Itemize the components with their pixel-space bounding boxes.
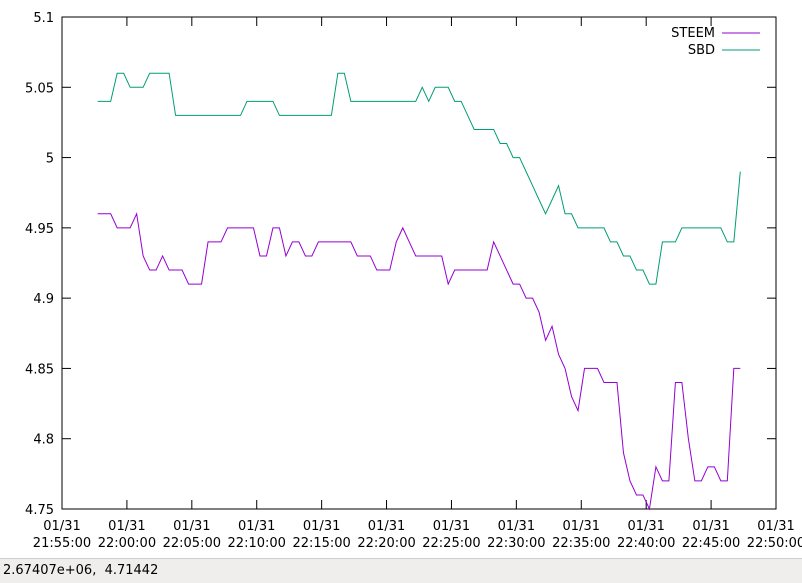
series-line bbox=[97, 72, 741, 285]
x-tick-label-line: 22:45:00 bbox=[682, 536, 740, 551]
y-tick-label: 4.85 bbox=[25, 362, 54, 377]
x-tick-label: 01/31 22:05:00 bbox=[163, 519, 221, 551]
x-tick-label-line: 22:05:00 bbox=[163, 536, 221, 551]
x-tick-label-line: 22:20:00 bbox=[357, 536, 415, 551]
x-tick-label-line: 22:00:00 bbox=[98, 536, 156, 551]
x-tick-label-line: 01/31 bbox=[173, 519, 210, 534]
legend-label: SBD bbox=[688, 43, 715, 58]
x-tick-label-line: 22:40:00 bbox=[617, 536, 675, 551]
y-tick-label: 4.9 bbox=[33, 292, 54, 307]
y-tick-label: 5.1 bbox=[33, 11, 54, 26]
y-tick-label: 4.95 bbox=[25, 222, 54, 237]
x-tick-label-line: 01/31 bbox=[433, 519, 470, 534]
y-tick-label: 5 bbox=[46, 152, 54, 167]
x-tick-label-line: 22:15:00 bbox=[292, 536, 350, 551]
x-tick-label: 01/31 22:10:00 bbox=[228, 519, 286, 551]
x-tick-label: 01/31 22:35:00 bbox=[552, 519, 610, 551]
series-line bbox=[97, 212, 741, 511]
x-tick-label: 01/31 22:00:00 bbox=[98, 519, 156, 551]
x-tick-label: 01/31 22:20:00 bbox=[357, 519, 415, 551]
x-tick-label-line: 01/31 bbox=[238, 519, 275, 534]
x-tick-label-line: 01/31 bbox=[563, 519, 600, 534]
x-tick-label-line: 01/31 bbox=[303, 519, 340, 534]
x-tick-label: 01/31 21:55:00 bbox=[33, 519, 91, 551]
x-tick-label-line: 21:55:00 bbox=[33, 536, 91, 551]
x-tick-label-line: 01/31 bbox=[108, 519, 145, 534]
x-tick-label-line: 01/31 bbox=[43, 519, 80, 534]
x-tick-label-line: 22:35:00 bbox=[552, 536, 610, 551]
x-tick-label-line: 01/31 bbox=[692, 519, 729, 534]
x-tick-label-line: 22:30:00 bbox=[487, 536, 545, 551]
x-tick-label: 01/31 22:45:00 bbox=[682, 519, 740, 551]
y-tick-label: 5.05 bbox=[25, 81, 54, 96]
status-bar: 2.67407e+06, 4.71442 bbox=[0, 558, 802, 583]
x-tick-label-line: 22:50:00 bbox=[747, 536, 802, 551]
x-tick-label-line: 22:10:00 bbox=[228, 536, 286, 551]
x-tick-label-line: 01/31 bbox=[757, 519, 794, 534]
x-tick-label-line: 22:25:00 bbox=[422, 536, 480, 551]
legend-label: STEEM bbox=[671, 26, 715, 41]
y-tick-label: 4.75 bbox=[25, 503, 54, 518]
plot-frame bbox=[61, 16, 777, 510]
x-tick-label-line: 01/31 bbox=[368, 519, 405, 534]
x-tick-label: 01/31 22:40:00 bbox=[617, 519, 675, 551]
x-tick-label-line: 01/31 bbox=[627, 519, 664, 534]
y-tick-label: 4.8 bbox=[33, 433, 54, 448]
x-tick-label: 01/31 22:50:00 bbox=[747, 519, 802, 551]
x-tick-label: 01/31 22:30:00 bbox=[487, 519, 545, 551]
x-tick-label: 01/31 22:15:00 bbox=[292, 519, 350, 551]
x-tick-label-line: 01/31 bbox=[498, 519, 535, 534]
x-tick-label: 01/31 22:25:00 bbox=[422, 519, 480, 551]
